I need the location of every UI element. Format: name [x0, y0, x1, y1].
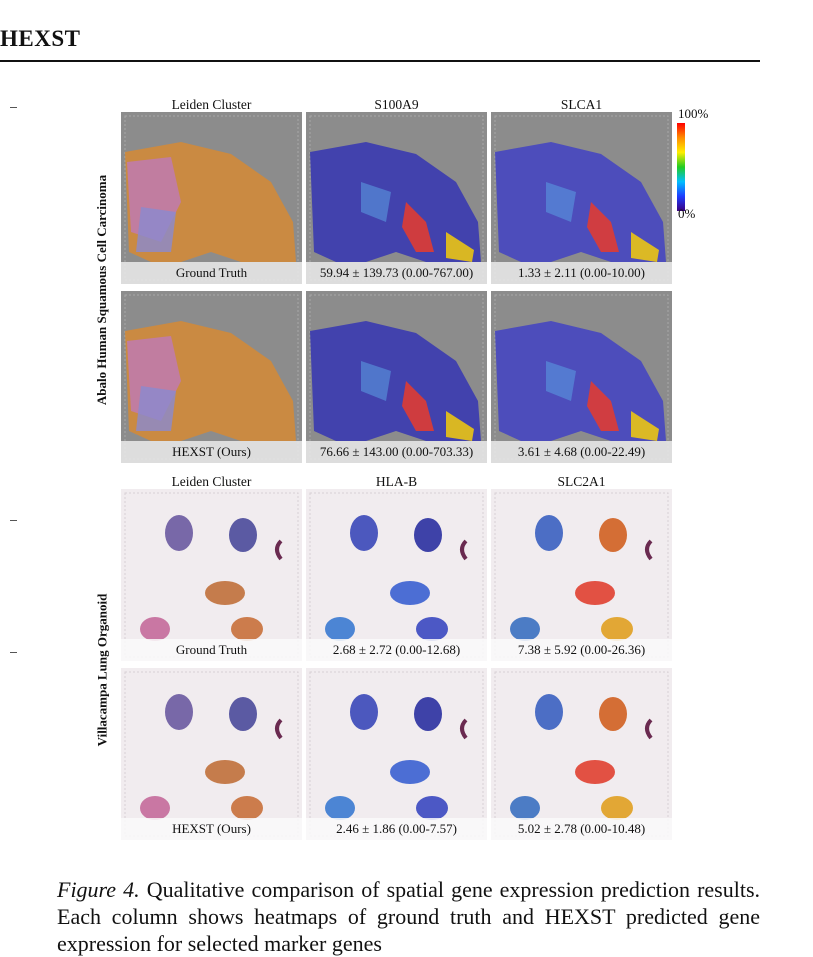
- heatmap-panel: HEXST (Ours): [121, 291, 302, 463]
- row-label-2: Villacampa Lung Organoid: [94, 593, 109, 747]
- colorbar-min-label: 0%: [678, 206, 696, 221]
- column-title: SLC2A1: [557, 474, 606, 489]
- colorbar: [677, 123, 685, 211]
- panel-caption: HEXST (Ours): [121, 818, 302, 840]
- panel-caption: 5.02 ± 2.78 (0.00-10.48): [491, 818, 672, 840]
- column-title: HLA-B: [375, 474, 418, 489]
- header-rule: [0, 60, 760, 62]
- panel-caption: 1.33 ± 2.11 (0.00-10.00): [491, 262, 672, 284]
- heatmap-panel: HEXST (Ours): [121, 668, 302, 840]
- heatmap-panel: Ground Truth: [121, 489, 302, 661]
- panel-caption: 3.61 ± 4.68 (0.00-22.49): [491, 441, 672, 463]
- panel-caption: 2.68 ± 2.72 (0.00-12.68): [306, 639, 487, 661]
- row-label-1: Abalo Human Squamous Cell Carcinoma: [94, 174, 109, 405]
- heatmap-panel: 3.61 ± 4.68 (0.00-22.49): [491, 291, 672, 463]
- heatmap-panel: 59.94 ± 139.73 (0.00-767.00): [306, 112, 487, 284]
- heatmap-panel: 1.33 ± 2.11 (0.00-10.00): [491, 112, 672, 284]
- heatmap-panel: 76.66 ± 143.00 (0.00-703.33): [306, 291, 487, 463]
- heatmap-panel: 5.02 ± 2.78 (0.00-10.48): [491, 668, 672, 840]
- heatmap-panel: 2.68 ± 2.72 (0.00-12.68): [306, 489, 487, 661]
- panel-caption: 7.38 ± 5.92 (0.00-26.36): [491, 639, 672, 661]
- caption-label: Figure 4.: [57, 877, 140, 902]
- caption-text: Qualitative comparison of spatial gene e…: [57, 877, 761, 956]
- column-title: Leiden Cluster: [171, 97, 252, 112]
- header-title: HEXST: [0, 26, 81, 51]
- panel-caption: Ground Truth: [121, 639, 302, 661]
- column-title: Leiden Cluster: [171, 474, 252, 489]
- panel-caption: HEXST (Ours): [121, 441, 302, 463]
- heatmap-panel: Ground Truth: [121, 112, 302, 284]
- heatmap-panel: 2.46 ± 1.86 (0.00-7.57): [306, 668, 487, 840]
- panel-caption: 76.66 ± 143.00 (0.00-703.33): [306, 441, 487, 463]
- column-title: S100A9: [374, 97, 419, 112]
- panel-caption: 2.46 ± 1.86 (0.00-7.57): [306, 818, 487, 840]
- panel-caption: 59.94 ± 139.73 (0.00-767.00): [306, 262, 487, 284]
- panel-caption: Ground Truth: [121, 262, 302, 284]
- colorbar-max-label: 100%: [678, 106, 709, 121]
- heatmap-panel: 7.38 ± 5.92 (0.00-26.36): [491, 489, 672, 661]
- column-title: SLCA1: [560, 97, 603, 112]
- figure-caption: Figure 4. Qualitative comparison of spat…: [57, 876, 760, 957]
